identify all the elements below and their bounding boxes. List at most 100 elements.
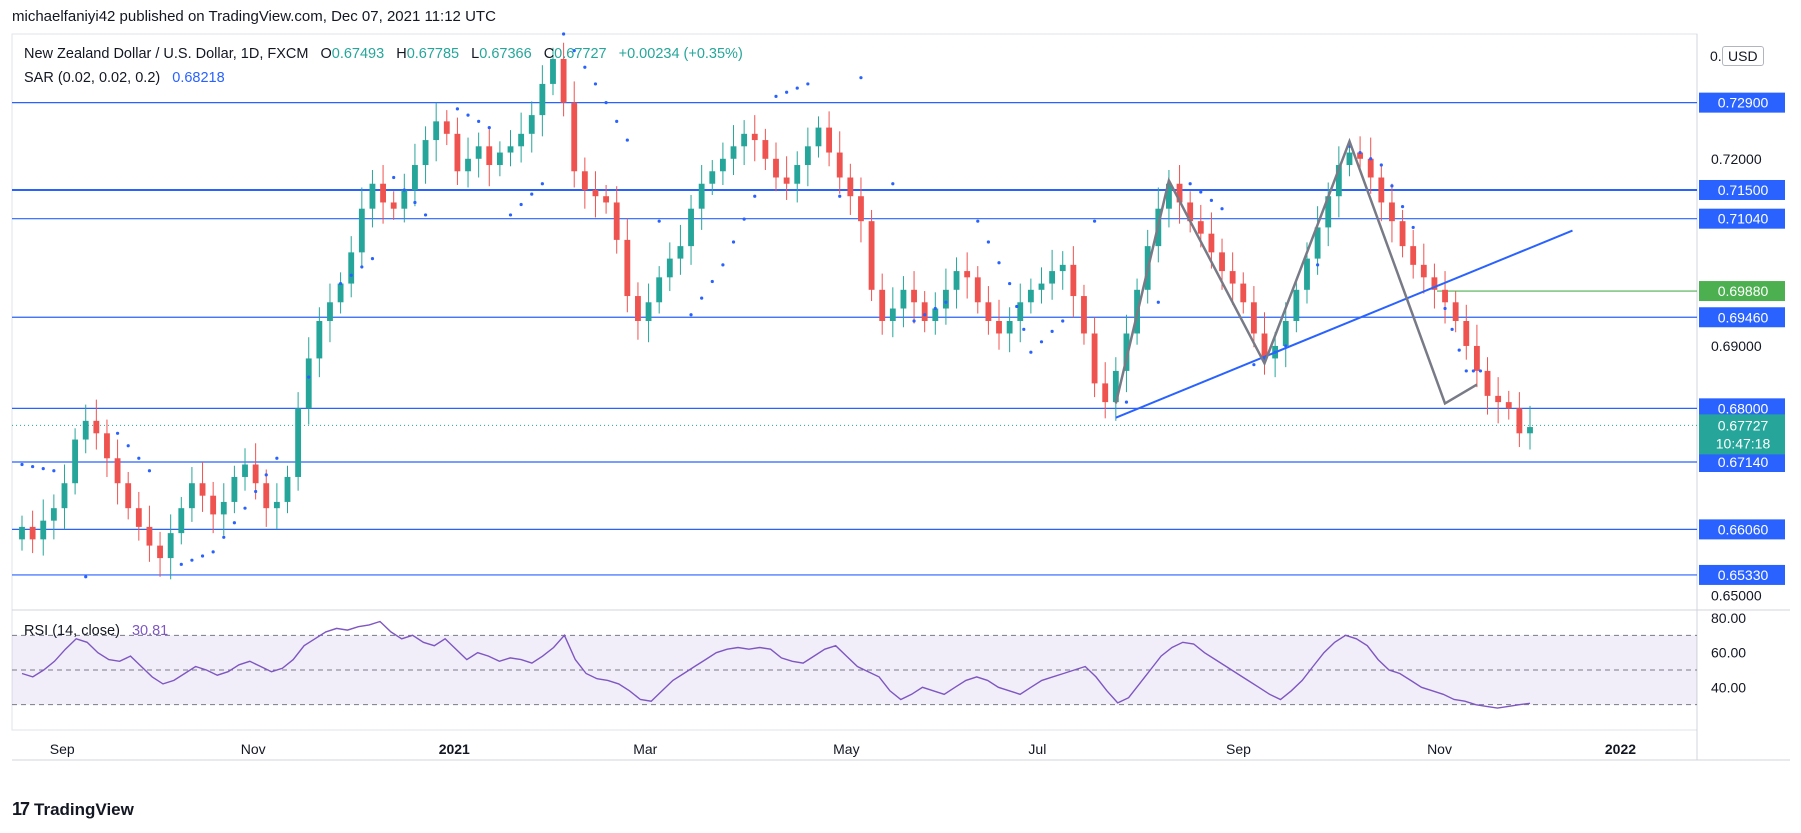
candle-body — [369, 183, 376, 209]
rsi-panel — [12, 620, 1697, 709]
candle-body — [1442, 289, 1448, 303]
candle-body — [1112, 370, 1119, 403]
candle-body — [528, 115, 535, 134]
price-axis[interactable]: 0.65000 0.69000 0.72000 0.72900 0.71500 0.710… — [1699, 92, 1785, 696]
candle-body — [879, 289, 886, 321]
candle-body — [762, 140, 769, 159]
sar-dot — [1316, 263, 1320, 267]
candle-body — [135, 508, 142, 527]
candle-body — [475, 146, 482, 159]
candle-body — [401, 189, 408, 209]
candle-body — [709, 171, 716, 184]
candle-body — [1495, 395, 1502, 403]
candle-body — [496, 152, 503, 166]
candle-body — [1176, 183, 1183, 203]
candle-body — [974, 277, 981, 303]
sar-dot — [710, 279, 714, 284]
candle-body — [104, 433, 110, 459]
level-label-box — [1699, 208, 1785, 229]
candle-body — [560, 58, 567, 103]
sar-dot — [31, 464, 35, 469]
sar-label: SAR (0.02, 0.02, 0.2) — [24, 70, 161, 86]
candle-body — [1357, 152, 1364, 159]
candle-body — [847, 177, 854, 197]
candle-body — [635, 296, 641, 321]
candle-body — [741, 133, 748, 147]
sar-dot — [731, 240, 736, 244]
candle-body — [613, 202, 620, 240]
sar-dot — [774, 94, 778, 98]
sar-dot — [1092, 219, 1097, 223]
candle-body — [581, 171, 588, 190]
sar-dot — [1450, 327, 1454, 331]
candle-body — [1431, 277, 1438, 290]
change-value: +0.00234 (+0.35%) — [618, 46, 743, 62]
candle-body — [719, 158, 726, 172]
candle-body — [1410, 246, 1417, 265]
candle-body — [804, 146, 811, 166]
candle-body — [953, 271, 960, 290]
sar-legend: SAR (0.02, 0.02, 0.2) 0.68218 — [24, 70, 225, 86]
low-label: L — [471, 46, 480, 62]
candle-body — [433, 121, 440, 141]
candle-body — [1187, 202, 1194, 222]
time-axis[interactable]: Sep Nov 2021 Mar May Jul Sep Nov 2022 — [50, 741, 1637, 757]
sar-dot — [615, 119, 619, 123]
sar-dot — [466, 113, 470, 117]
sar-dot — [997, 261, 1001, 265]
close-value: 0.67727 — [554, 46, 607, 62]
sar-dot — [211, 550, 215, 554]
candle-body — [412, 165, 418, 190]
candle-body — [1006, 321, 1013, 334]
candle-body — [1197, 221, 1204, 234]
sar-dot — [455, 107, 460, 111]
candle-body — [826, 127, 833, 153]
sar-dot — [264, 473, 268, 477]
candle-body — [157, 545, 163, 559]
candle-body — [1527, 427, 1533, 434]
sar-value: 0.68218 — [172, 70, 225, 86]
sar-dot — [349, 273, 353, 277]
currency-button[interactable]: USD — [1722, 46, 1764, 66]
level-label: 0.65330 — [1718, 567, 1769, 583]
sar-dot — [944, 300, 948, 304]
candle-body — [942, 289, 949, 309]
candle-body — [1219, 252, 1225, 272]
candle-body — [571, 102, 578, 172]
candle-body — [316, 321, 323, 359]
sar-dot — [933, 306, 937, 311]
sar-dot — [562, 32, 566, 36]
candle-body — [1420, 264, 1427, 278]
sar-dot — [838, 194, 842, 198]
green-level-label-box — [1699, 281, 1785, 302]
time-tick: 2022 — [1605, 741, 1636, 757]
candle-body — [125, 483, 132, 509]
candle-body — [199, 483, 206, 496]
sar-dot — [753, 194, 757, 198]
candle-body — [348, 252, 355, 284]
sar-dot — [1124, 400, 1129, 404]
candle-body — [1027, 289, 1034, 303]
candle-body — [1250, 302, 1257, 334]
candle-body — [284, 476, 291, 502]
sar-dot — [859, 76, 863, 80]
sar-dot — [413, 200, 417, 205]
current-price-box — [1699, 414, 1785, 455]
sar-dot — [222, 535, 226, 539]
tradingview-brand[interactable]: 17 TradingView — [12, 799, 134, 820]
sar-dot — [392, 175, 396, 180]
sar-dot — [1411, 225, 1415, 230]
sar-dot — [1400, 205, 1405, 209]
candle-body — [1293, 289, 1300, 321]
sar-dot — [254, 489, 258, 494]
sar-dot — [1199, 190, 1203, 194]
sar-dot — [1252, 363, 1256, 367]
sar-dot — [1008, 281, 1012, 286]
candle-body — [1484, 370, 1491, 396]
sar-dot — [243, 506, 247, 510]
candle-body — [656, 277, 663, 303]
sar-dot — [1156, 300, 1160, 304]
candle-body — [1123, 333, 1130, 371]
candle-body — [454, 133, 461, 172]
candle-body — [252, 464, 259, 484]
